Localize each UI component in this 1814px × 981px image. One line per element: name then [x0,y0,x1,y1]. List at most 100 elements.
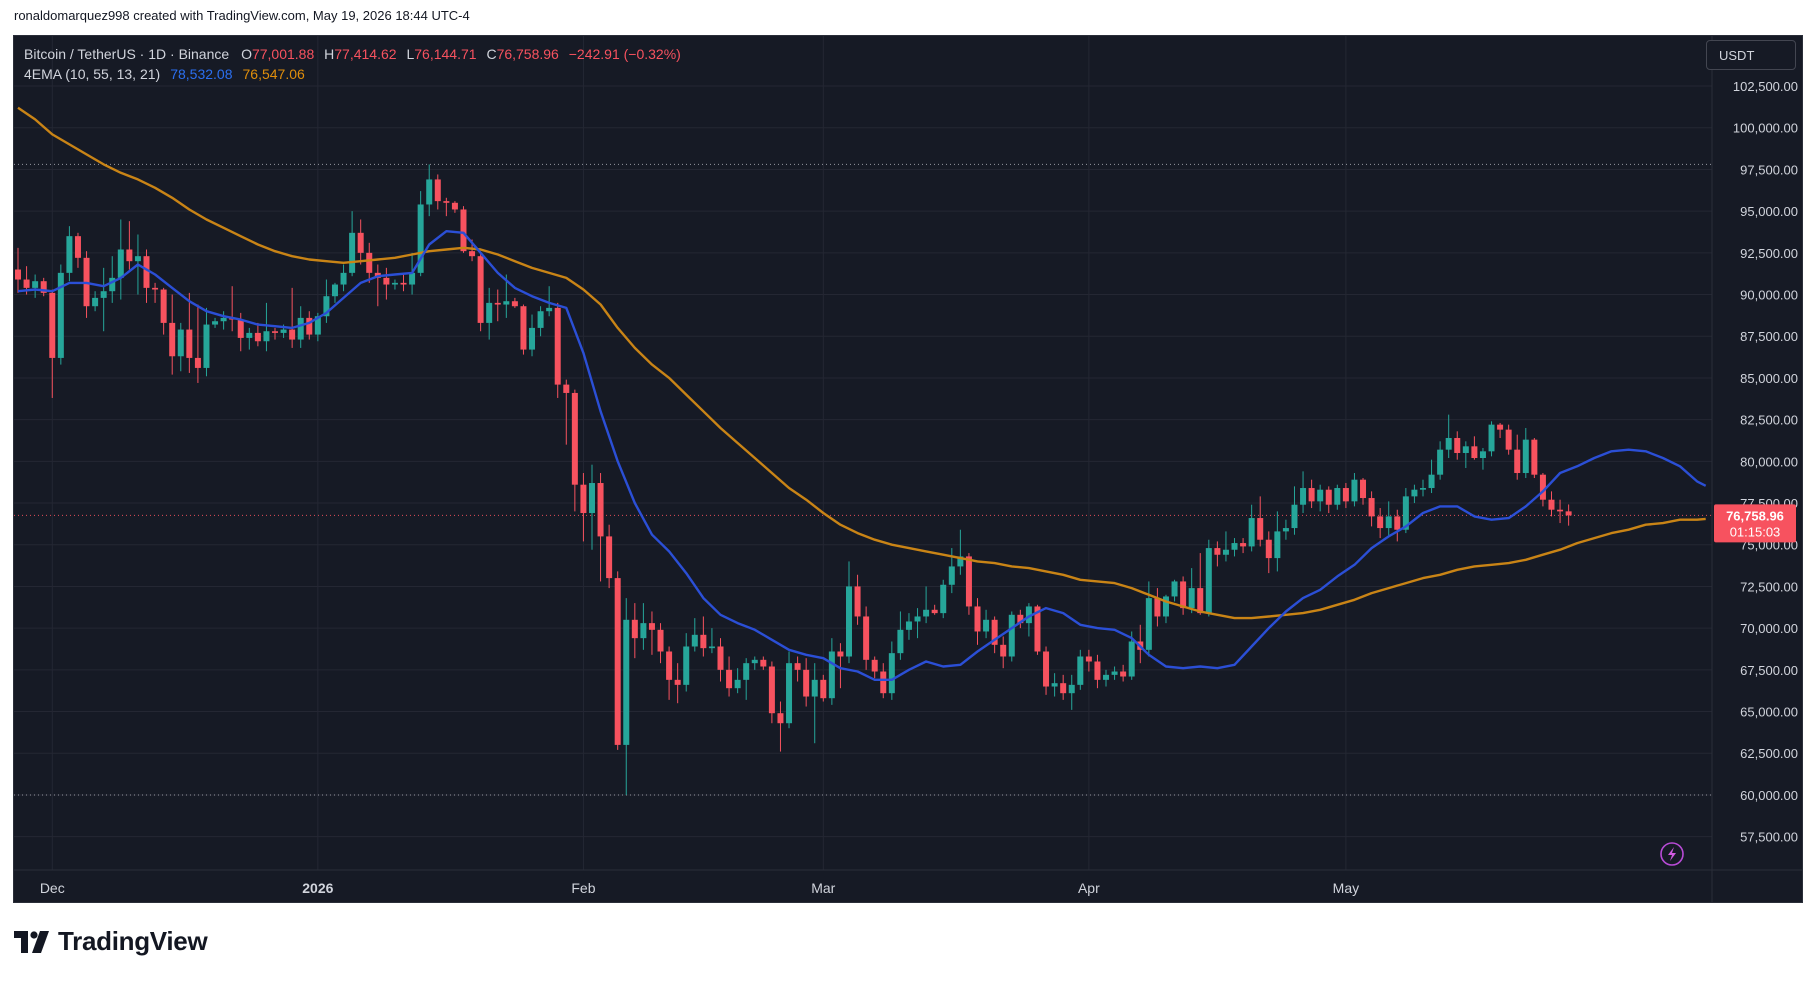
candle[interactable] [1351,473,1358,507]
candle[interactable] [1051,673,1058,697]
chart-panel[interactable] [13,35,1803,903]
candle[interactable] [1505,424,1512,455]
candle[interactable] [1462,441,1469,469]
candle[interactable] [734,668,741,694]
symbol-label[interactable]: Bitcoin / TetherUS · 1D · Binance [24,46,230,62]
candle[interactable] [768,661,775,724]
candle[interactable] [1154,588,1161,627]
candle[interactable] [923,586,930,624]
candle[interactable] [940,579,947,619]
candle[interactable] [83,251,90,318]
candle[interactable] [811,663,818,744]
candle[interactable] [477,252,484,332]
candle[interactable] [1197,553,1204,615]
candle[interactable] [426,164,433,217]
candle[interactable] [597,473,604,582]
candle[interactable] [391,279,398,290]
candle[interactable] [1471,436,1478,460]
candle[interactable] [1531,437,1538,479]
candle[interactable] [340,264,347,292]
candle[interactable] [760,656,767,670]
candle[interactable] [1111,666,1118,680]
candle[interactable] [366,242,373,283]
candle[interactable] [1240,538,1247,554]
candle[interactable] [263,302,270,352]
candle[interactable] [1068,674,1075,710]
candle[interactable] [1231,538,1238,557]
candle[interactable] [203,307,210,377]
candle[interactable] [537,306,544,337]
candle[interactable] [991,616,998,654]
candle[interactable] [1445,414,1452,459]
candle[interactable] [40,277,47,297]
candle[interactable] [931,604,938,615]
candle[interactable] [1419,479,1426,497]
candle[interactable] [297,306,304,348]
candle[interactable] [1265,531,1272,574]
candle[interactable] [1479,447,1486,470]
candle[interactable] [845,561,852,664]
candle[interactable] [914,608,921,639]
candle[interactable] [434,174,441,210]
candle[interactable] [400,272,407,292]
candle[interactable] [383,267,390,300]
candle[interactable] [580,473,587,542]
candle[interactable] [331,282,338,303]
candle[interactable] [1282,519,1289,540]
candle[interactable] [588,464,595,550]
candle[interactable] [563,379,570,445]
candle[interactable] [1342,483,1349,509]
candle[interactable] [1248,504,1255,552]
candle[interactable] [1334,484,1341,510]
candle[interactable] [1043,646,1050,695]
candle[interactable] [614,571,621,750]
candle[interactable] [1094,654,1101,689]
candle[interactable] [289,287,296,348]
candle[interactable] [1120,664,1127,682]
candle[interactable] [854,574,861,625]
candle[interactable] [1214,541,1221,567]
candle[interactable] [1008,611,1015,662]
candle[interactable] [1060,674,1067,700]
candle[interactable] [1548,491,1555,517]
candle[interactable] [1162,594,1169,624]
candle[interactable] [1325,486,1332,514]
candle[interactable] [674,663,681,704]
candle[interactable] [451,201,458,213]
tradingview-logo[interactable]: TradingView [14,926,208,957]
candle[interactable] [631,603,638,659]
candle[interactable] [1522,427,1529,479]
candle[interactable] [1077,649,1084,690]
candle[interactable] [1145,581,1152,657]
candle[interactable] [100,267,107,332]
currency-selector[interactable]: USDT [1706,40,1796,70]
candle[interactable] [794,656,801,682]
candle[interactable] [152,282,159,303]
candle[interactable] [417,191,424,277]
candle[interactable] [460,206,467,253]
candle[interactable] [1025,603,1032,637]
candle[interactable] [117,219,124,300]
candle[interactable] [1103,669,1110,687]
candle[interactable] [323,279,330,323]
candle[interactable] [640,603,647,650]
candle[interactable] [246,327,253,350]
candle[interactable] [726,656,733,697]
candle[interactable] [1377,508,1384,539]
candle[interactable] [254,322,261,347]
candle[interactable] [212,317,219,328]
candle[interactable] [786,651,793,729]
candle[interactable] [743,658,750,700]
candle[interactable] [1360,478,1367,505]
candle[interactable] [32,274,39,298]
candle[interactable] [1300,471,1307,514]
candle[interactable] [897,611,904,660]
candle[interactable] [374,264,381,307]
candle[interactable] [820,674,827,702]
candle[interactable] [74,232,81,268]
candle[interactable] [657,623,664,664]
candle[interactable] [220,311,227,330]
candle[interactable] [803,658,810,707]
candle[interactable] [1428,459,1435,494]
candle[interactable] [186,292,193,373]
